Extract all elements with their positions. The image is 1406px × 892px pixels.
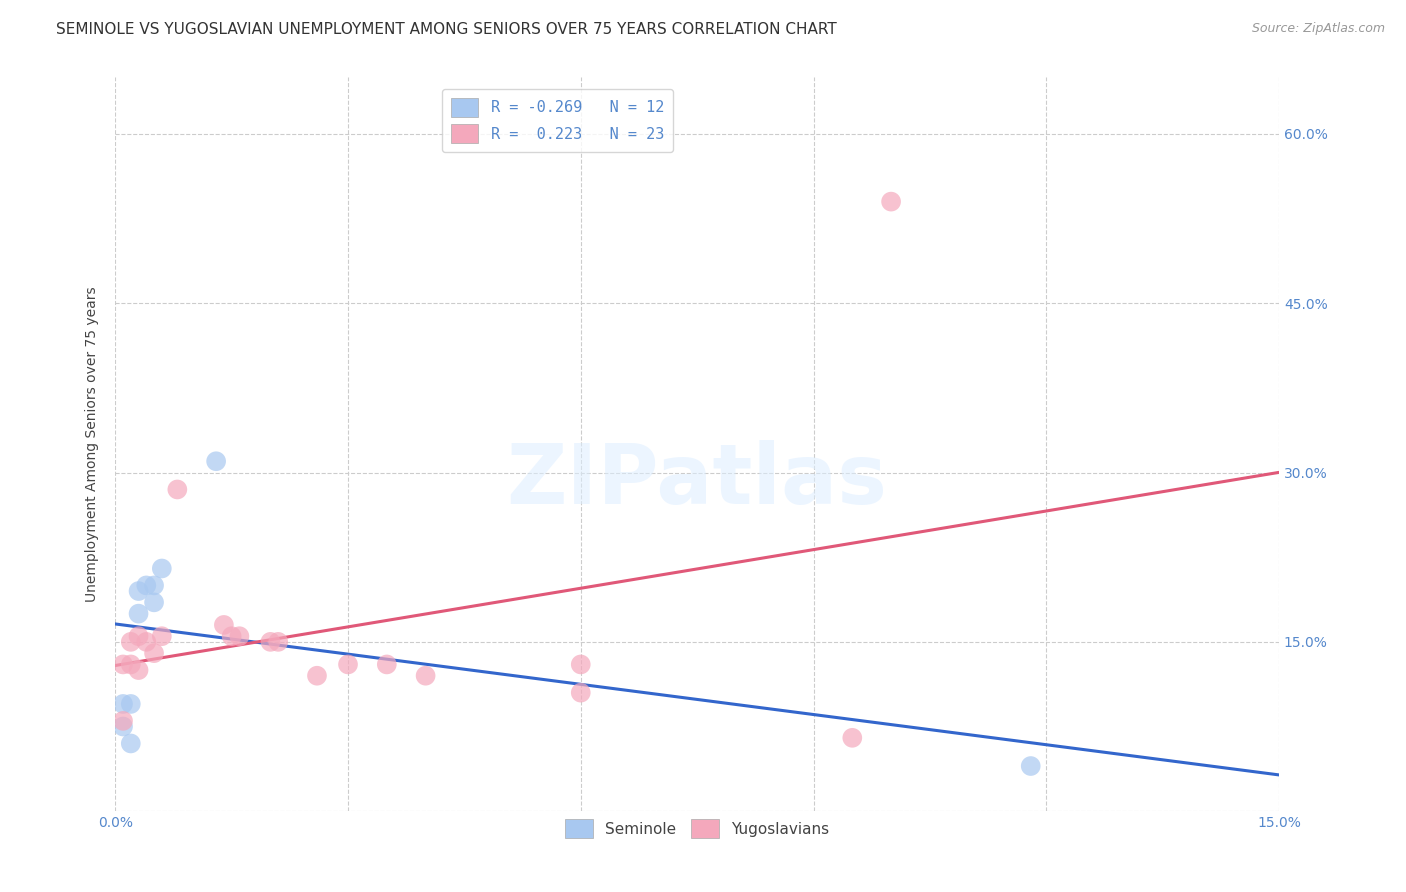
Point <box>305 669 328 683</box>
Point <box>112 657 135 672</box>
Point <box>166 483 188 497</box>
Point <box>1019 759 1042 773</box>
Point <box>128 607 150 621</box>
Point <box>120 635 142 649</box>
Point <box>259 635 281 649</box>
Point <box>112 719 135 733</box>
Point <box>112 697 135 711</box>
Point <box>880 194 903 209</box>
Point <box>375 657 398 672</box>
Point <box>415 669 437 683</box>
Point <box>120 736 142 750</box>
Point <box>128 629 150 643</box>
Legend: Seminole, Yugoslavians: Seminole, Yugoslavians <box>560 813 835 844</box>
Point <box>143 578 166 592</box>
Point <box>135 578 157 592</box>
Point <box>112 714 135 728</box>
Point <box>221 629 243 643</box>
Point <box>128 584 150 599</box>
Text: SEMINOLE VS YUGOSLAVIAN UNEMPLOYMENT AMONG SENIORS OVER 75 YEARS CORRELATION CHA: SEMINOLE VS YUGOSLAVIAN UNEMPLOYMENT AMO… <box>56 22 837 37</box>
Point <box>143 595 166 609</box>
Point <box>143 646 166 660</box>
Point <box>267 635 290 649</box>
Point <box>569 657 592 672</box>
Point <box>569 686 592 700</box>
Point <box>128 663 150 677</box>
Point <box>205 454 228 468</box>
Text: ZIPatlas: ZIPatlas <box>506 441 887 522</box>
Point <box>135 635 157 649</box>
Point <box>150 629 173 643</box>
Point <box>150 561 173 575</box>
Point <box>120 697 142 711</box>
Y-axis label: Unemployment Among Seniors over 75 years: Unemployment Among Seniors over 75 years <box>86 286 100 602</box>
Text: Source: ZipAtlas.com: Source: ZipAtlas.com <box>1251 22 1385 36</box>
Point <box>120 657 142 672</box>
Point <box>841 731 863 745</box>
Point <box>337 657 360 672</box>
Point <box>212 618 235 632</box>
Point <box>228 629 250 643</box>
